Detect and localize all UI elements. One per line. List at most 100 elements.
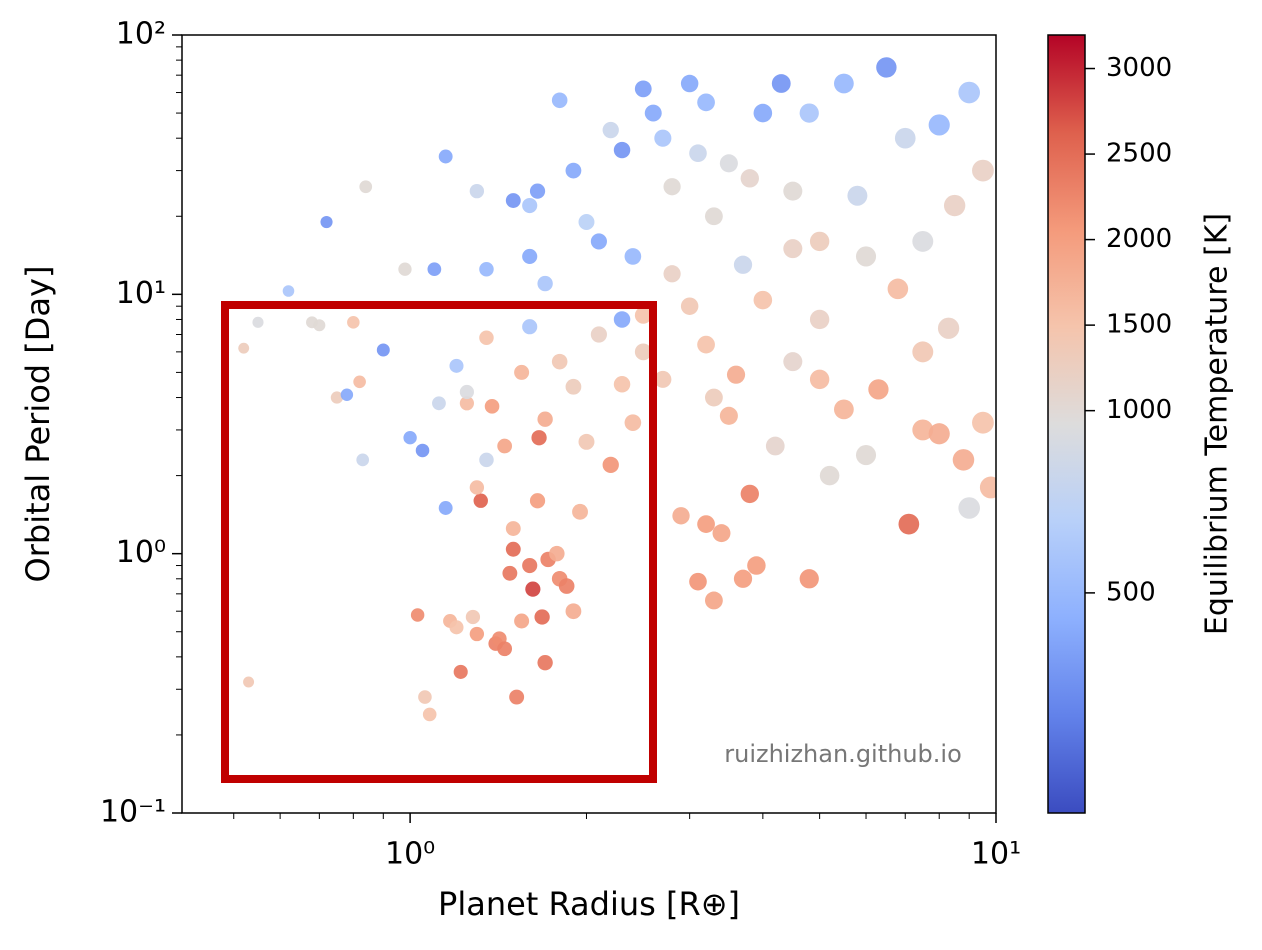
point — [887, 278, 909, 300]
y-tick-label: 10⁻¹ — [100, 795, 166, 830]
point — [765, 436, 785, 456]
point — [972, 159, 994, 182]
y-tick-label: 10² — [116, 17, 166, 52]
point — [928, 114, 950, 136]
point — [928, 423, 950, 445]
point — [479, 330, 494, 346]
y-tick-label: 10⁰ — [116, 535, 166, 570]
point — [898, 513, 920, 535]
point — [733, 255, 753, 274]
point — [534, 609, 550, 625]
colorbar-tick-label: 500 — [1106, 577, 1156, 607]
point — [783, 181, 803, 201]
point — [663, 178, 681, 196]
point — [282, 285, 295, 297]
highlight-box — [221, 301, 657, 783]
point — [624, 248, 642, 265]
point — [634, 343, 652, 361]
point — [834, 73, 854, 94]
point — [689, 144, 707, 163]
point — [479, 452, 494, 468]
point — [238, 342, 250, 354]
point — [497, 438, 513, 454]
point — [529, 493, 546, 509]
point — [549, 545, 565, 562]
point — [522, 248, 538, 265]
point — [453, 664, 468, 679]
point — [680, 74, 699, 93]
point — [876, 57, 897, 78]
point — [783, 239, 803, 259]
point — [418, 690, 432, 704]
point — [313, 319, 326, 332]
point — [330, 391, 344, 404]
point — [672, 507, 690, 525]
point — [733, 569, 753, 588]
point — [644, 104, 662, 122]
point — [590, 326, 607, 343]
point — [531, 430, 547, 446]
point — [894, 127, 916, 149]
point — [624, 414, 642, 431]
point — [634, 80, 652, 98]
x-tick-label: 10⁰ — [385, 837, 435, 872]
point — [602, 456, 619, 474]
point — [972, 411, 994, 434]
point — [529, 183, 546, 199]
point — [697, 93, 715, 112]
point — [505, 541, 521, 557]
point — [753, 290, 773, 310]
point — [465, 609, 481, 625]
point — [704, 591, 723, 610]
point — [602, 121, 619, 139]
colorbar-tick-label: 1000 — [1106, 395, 1172, 425]
point — [438, 149, 453, 164]
point — [912, 419, 934, 441]
x-tick-label: 10¹ — [971, 837, 1021, 872]
point — [855, 246, 877, 267]
point — [537, 411, 553, 427]
colorbar-label: Equilibrium Temperature [K] — [1200, 213, 1235, 635]
point — [505, 521, 521, 536]
point — [979, 476, 996, 499]
colorbar — [1047, 34, 1086, 814]
point — [459, 384, 474, 400]
point — [783, 352, 803, 372]
point — [340, 388, 354, 401]
point — [522, 197, 538, 214]
point — [572, 503, 588, 520]
point — [726, 365, 746, 384]
point — [469, 480, 485, 495]
colorbar-tick-label: 3000 — [1106, 53, 1172, 83]
point — [740, 484, 759, 504]
point — [252, 316, 264, 328]
point — [613, 141, 631, 159]
point — [663, 265, 681, 283]
point — [719, 406, 738, 425]
point — [509, 689, 525, 705]
point — [809, 231, 830, 252]
point — [912, 341, 934, 363]
point — [855, 445, 877, 466]
point — [243, 676, 255, 688]
x-axis-label: Planet Radius [R⊕] — [438, 885, 740, 923]
point — [551, 353, 568, 370]
point — [740, 169, 759, 188]
point — [613, 311, 631, 328]
point — [689, 572, 707, 591]
point — [422, 707, 437, 722]
point — [958, 497, 980, 519]
point — [799, 569, 819, 589]
point — [654, 129, 672, 147]
y-axis-label: Orbital Period [Day] — [19, 266, 57, 583]
point — [537, 275, 553, 292]
point — [847, 185, 868, 206]
point — [551, 92, 568, 109]
colorbar-tick-label: 1500 — [1106, 310, 1172, 340]
point — [449, 620, 464, 635]
point — [809, 369, 830, 390]
point — [819, 465, 840, 486]
point — [578, 433, 595, 450]
point — [473, 493, 488, 508]
